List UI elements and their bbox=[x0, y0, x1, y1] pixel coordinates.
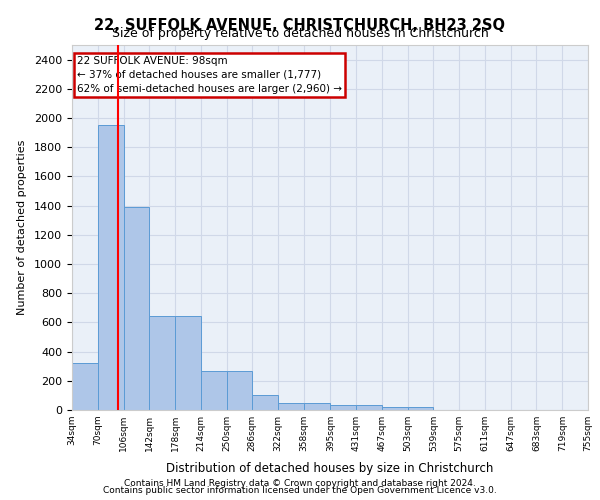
Y-axis label: Number of detached properties: Number of detached properties bbox=[17, 140, 27, 315]
Text: 22 SUFFOLK AVENUE: 98sqm
← 37% of detached houses are smaller (1,777)
62% of sem: 22 SUFFOLK AVENUE: 98sqm ← 37% of detach… bbox=[77, 56, 342, 94]
Bar bbox=[382, 407, 407, 410]
Bar bbox=[201, 370, 227, 410]
Text: Contains HM Land Registry data © Crown copyright and database right 2024.: Contains HM Land Registry data © Crown c… bbox=[124, 478, 476, 488]
Bar bbox=[72, 362, 98, 410]
X-axis label: Distribution of detached houses by size in Christchurch: Distribution of detached houses by size … bbox=[166, 462, 494, 475]
Bar bbox=[98, 126, 124, 410]
Bar bbox=[175, 316, 201, 410]
Bar bbox=[356, 405, 382, 410]
Bar bbox=[278, 403, 304, 410]
Text: Size of property relative to detached houses in Christchurch: Size of property relative to detached ho… bbox=[112, 28, 488, 40]
Bar bbox=[304, 403, 331, 410]
Text: 22, SUFFOLK AVENUE, CHRISTCHURCH, BH23 2SQ: 22, SUFFOLK AVENUE, CHRISTCHURCH, BH23 2… bbox=[95, 18, 505, 32]
Bar bbox=[253, 396, 278, 410]
Bar bbox=[149, 316, 175, 410]
Bar bbox=[227, 370, 253, 410]
Bar bbox=[331, 405, 356, 410]
Bar bbox=[407, 407, 433, 410]
Bar bbox=[124, 207, 149, 410]
Text: Contains public sector information licensed under the Open Government Licence v3: Contains public sector information licen… bbox=[103, 486, 497, 495]
